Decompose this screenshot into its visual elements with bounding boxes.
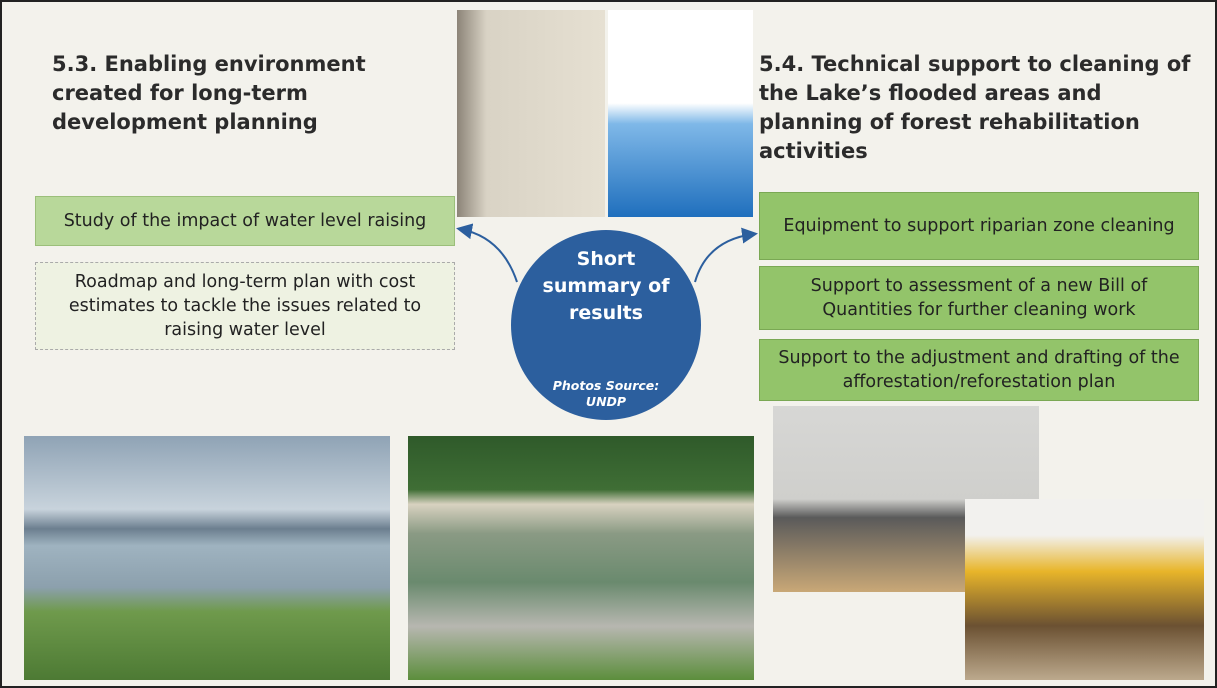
lake-photo [24, 436, 390, 680]
summary-title: Short summary of results [536, 246, 676, 327]
shore-photo [408, 436, 754, 680]
photo-source: Photos Source: UNDP [546, 378, 666, 410]
loader-photo [965, 499, 1204, 680]
slide: 5.3. Enabling environment created for lo… [0, 0, 1217, 688]
